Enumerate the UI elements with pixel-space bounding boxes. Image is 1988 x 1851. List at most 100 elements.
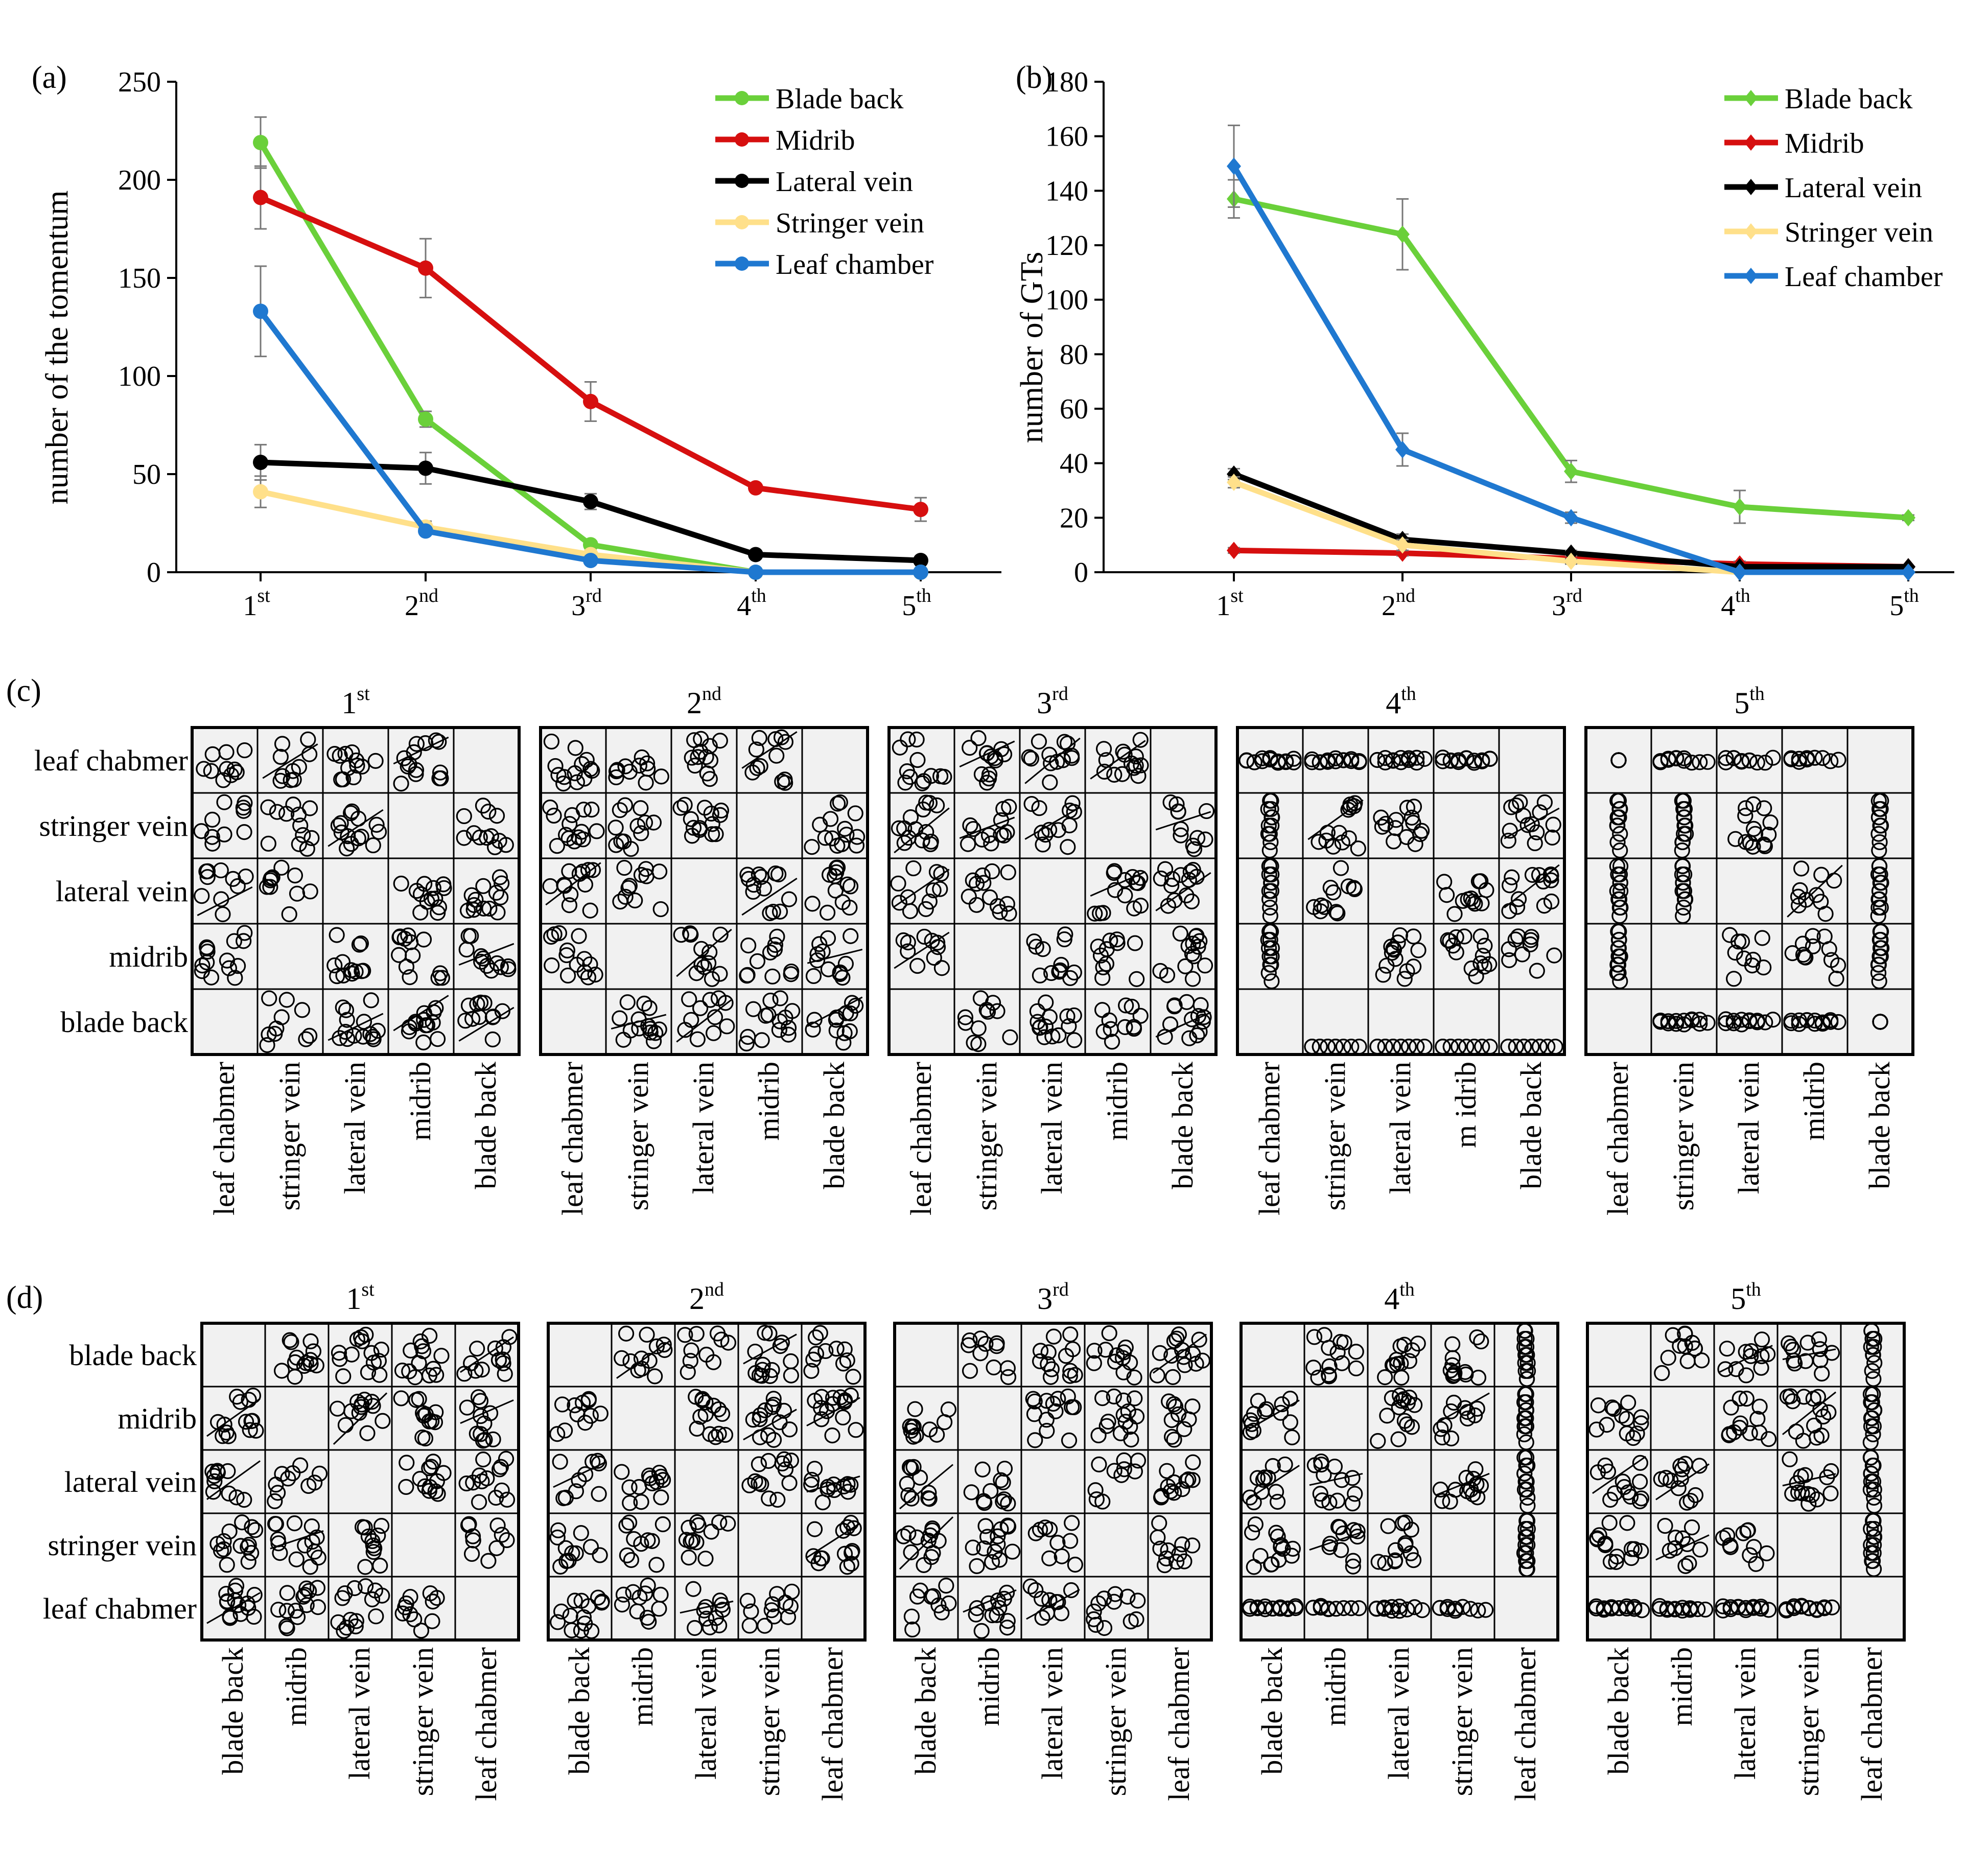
- matrix-d-cell-point: [921, 1485, 937, 1501]
- matrix-d-cell-point: [1191, 1331, 1207, 1348]
- matrix-c-cell-point: [740, 938, 757, 954]
- matrix-c-cell-point: [580, 862, 597, 878]
- chart-a-series-1: [253, 165, 928, 522]
- matrix-d-cell-point: [567, 1397, 583, 1414]
- matrix-c-cell-point: [289, 885, 306, 902]
- matrix-c-cell-fit-line: [1155, 872, 1211, 911]
- matrix-d-cell-point: [1347, 1486, 1363, 1502]
- matrix-c-cell-point: [236, 824, 252, 840]
- matrix-d-cell-point: [1272, 1599, 1289, 1615]
- matrix-d-cell-point: [977, 1335, 994, 1352]
- matrix-c-group-border: [887, 726, 1218, 1056]
- matrix-d-cell-point: [1094, 1493, 1111, 1510]
- matrix-d-cell-point: [806, 1521, 823, 1537]
- matrix-d-cell: [899, 1459, 954, 1510]
- matrix-c-cell-point: [494, 875, 510, 892]
- matrix-c-cell-point: [1096, 763, 1113, 780]
- matrix-d-cell-point: [720, 1334, 737, 1351]
- matrix-c-group-title: 3rd: [1037, 683, 1068, 720]
- matrix-c-cell-fit-line: [458, 943, 514, 966]
- matrix-c-cell-point: [837, 821, 853, 837]
- matrix-c-cell: [393, 875, 452, 921]
- matrix-d-cell: [1721, 1390, 1777, 1447]
- matrix-d-cell-point: [1866, 1520, 1883, 1537]
- matrix-c-col-label: midrib: [1797, 1062, 1831, 1141]
- matrix-d-cell-point: [1469, 1400, 1485, 1417]
- matrix-d-cell-point: [805, 1548, 822, 1564]
- matrix-d-cell: [1032, 1326, 1083, 1385]
- matrix-d-cell-point: [1618, 1411, 1635, 1427]
- matrix-d-cell-point: [1687, 1487, 1704, 1504]
- matrix-d-cell-point: [1242, 1424, 1258, 1440]
- matrix-c-cell-point: [580, 969, 597, 986]
- matrix-d-cell-point: [1697, 1601, 1714, 1618]
- matrix-c-cell-fit-line: [1307, 799, 1364, 840]
- matrix-d-cell-point: [760, 1427, 777, 1443]
- matrix-d-cell-point: [1086, 1355, 1102, 1371]
- matrix-c-cell: [1674, 858, 1694, 924]
- matrix-d-cell-point: [1184, 1398, 1201, 1415]
- matrix-d-cell: [1432, 1599, 1494, 1619]
- matrix-d-cell-point: [394, 1363, 411, 1379]
- matrix-d-cell: [552, 1452, 607, 1507]
- matrix-c-cell-point: [1870, 956, 1887, 973]
- matrix-d-cell-point: [1270, 1528, 1286, 1545]
- matrix-d-cell-point: [654, 1516, 671, 1533]
- matrix-c-cell-point: [923, 833, 939, 850]
- matrix-d-cell-point: [999, 1517, 1016, 1534]
- chart-a-ytick-label: 150: [118, 263, 161, 294]
- matrix-d-cell-point: [614, 1350, 630, 1366]
- chart-a-point: [913, 565, 928, 580]
- matrix-d-cell-point: [1681, 1555, 1697, 1572]
- matrix-c-cell-point: [1393, 754, 1409, 770]
- matrix-d-cell-point: [232, 1394, 249, 1410]
- matrix-d-cell-fit-line: [1436, 1392, 1490, 1424]
- matrix-d-cell-point: [499, 1491, 516, 1508]
- matrix-c-cell-point: [651, 863, 668, 880]
- matrix-d-cell-point: [803, 1477, 820, 1493]
- matrix-d-cell-point: [1745, 1600, 1762, 1616]
- matrix-d-cell-point: [1150, 1529, 1166, 1545]
- matrix-d-cell-point: [370, 1527, 386, 1544]
- matrix-c-cell-point: [739, 967, 756, 983]
- matrix-c-cell-point: [1482, 751, 1498, 767]
- matrix-c-cell: [1722, 927, 1772, 987]
- matrix-d-cell: [1655, 1517, 1710, 1574]
- matrix-d-cell-point: [1602, 1554, 1619, 1570]
- matrix-c-row-label: midrib: [109, 940, 188, 973]
- matrix-c-cell-point: [756, 880, 773, 897]
- matrix-d-cell-point: [1101, 1325, 1117, 1342]
- matrix-d-cell-point: [591, 1486, 607, 1502]
- matrix-c-cell: [957, 990, 1018, 1052]
- matrix-d-cell-point: [228, 1489, 245, 1506]
- matrix-c-cell: [672, 796, 730, 844]
- matrix-d-cell-point: [969, 1600, 985, 1616]
- matrix-d-cell-point: [1603, 1600, 1620, 1616]
- matrix-c-cell: [1610, 752, 1627, 768]
- matrix-c-cell-point: [762, 944, 779, 960]
- matrix-d-cell-point: [577, 1466, 594, 1483]
- matrix-d-cell-point: [1025, 1391, 1041, 1407]
- matrix-d-cell-point: [908, 1529, 925, 1545]
- matrix-c-cell-point: [1346, 880, 1362, 896]
- matrix-d-cell: [1442, 1329, 1489, 1386]
- matrix-d-group-border: [1586, 1322, 1906, 1642]
- matrix-c-cell-point: [1191, 933, 1208, 949]
- matrix-d-cell-point: [1473, 1333, 1489, 1350]
- matrix-c-cell-point: [1734, 754, 1750, 770]
- matrix-c-cell: [1652, 1011, 1716, 1033]
- matrix-c-cell-point: [216, 794, 232, 810]
- matrix-d-cell-point: [1039, 1605, 1056, 1621]
- matrix-c-cell-point: [216, 826, 232, 842]
- matrix-c-cell-point: [1104, 1034, 1120, 1050]
- matrix-d-cell-point: [288, 1551, 305, 1567]
- matrix-c-cell-point: [633, 800, 649, 816]
- matrix-d-cell-point: [618, 1325, 635, 1342]
- matrix-c-cell: [892, 731, 952, 791]
- matrix-c-cell-point: [1106, 766, 1122, 783]
- matrix-c-cell-point: [292, 817, 309, 834]
- chart-a-point: [253, 135, 268, 151]
- matrix-c-cell-point: [334, 954, 351, 970]
- matrix-c-cell-point: [1409, 749, 1425, 766]
